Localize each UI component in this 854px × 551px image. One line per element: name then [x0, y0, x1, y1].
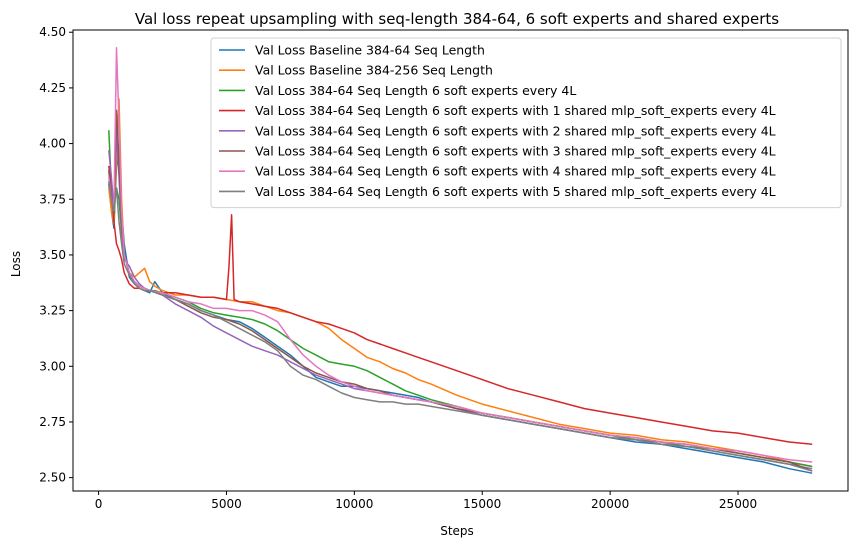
legend-label: Val Loss 384-64 Seq Length 6 soft expert…	[255, 184, 776, 199]
legend-label: Val Loss Baseline 384-256 Seq Length	[255, 63, 493, 78]
x-tick-label: 5000	[211, 497, 242, 511]
legend-label: Val Loss 384-64 Seq Length 6 soft expert…	[255, 144, 776, 159]
legend-label: Val Loss 384-64 Seq Length 6 soft expert…	[255, 83, 576, 98]
plot-area	[72, 29, 849, 492]
y-axis: 2.50 2.75 3.00 3.25 3.50 3.75 4.00 4.25 4.50	[39, 25, 73, 485]
y-tick-label: 4.25	[39, 81, 66, 95]
x-axis-label: Steps	[440, 524, 474, 538]
y-tick-label: 3.25	[39, 304, 66, 318]
y-tick-label: 3.75	[39, 192, 66, 206]
legend-label: Val Loss Baseline 384-64 Seq Length	[255, 43, 485, 58]
series-group	[108, 47, 813, 474]
series-line-8	[108, 181, 813, 472]
x-tick-label: 10000	[335, 497, 373, 511]
series-line-7	[108, 47, 813, 463]
y-tick-label: 4.00	[39, 137, 66, 151]
legend-label: Val Loss 384-64 Seq Length 6 soft expert…	[255, 164, 776, 179]
y-tick-label: 2.75	[39, 415, 66, 429]
x-tick-label: 15000	[463, 497, 501, 511]
x-tick-label: 20000	[591, 497, 629, 511]
y-tick-label: 3.50	[39, 248, 66, 262]
y-tick-label: 3.00	[39, 359, 66, 373]
x-tick-label: 0	[95, 497, 103, 511]
legend-box	[210, 37, 842, 209]
series-line-4	[108, 165, 813, 445]
y-tick-label: 2.50	[39, 471, 66, 485]
y-tick-label: 4.50	[39, 25, 66, 39]
plot-frame	[72, 29, 849, 492]
legend-label: Val Loss 384-64 Seq Length 6 soft expert…	[255, 103, 776, 118]
x-axis: 0 5000 10000 15000 20000 25000	[95, 491, 757, 511]
legend: Val Loss Baseline 384-64 Seq Length Val L…	[210, 37, 842, 209]
x-tick-label: 25000	[719, 497, 757, 511]
legend-label: Val Loss 384-64 Seq Length 6 soft expert…	[255, 123, 776, 138]
y-axis-label: Loss	[9, 251, 23, 277]
chart-title: Val loss repeat upsampling with seq-leng…	[135, 10, 779, 28]
